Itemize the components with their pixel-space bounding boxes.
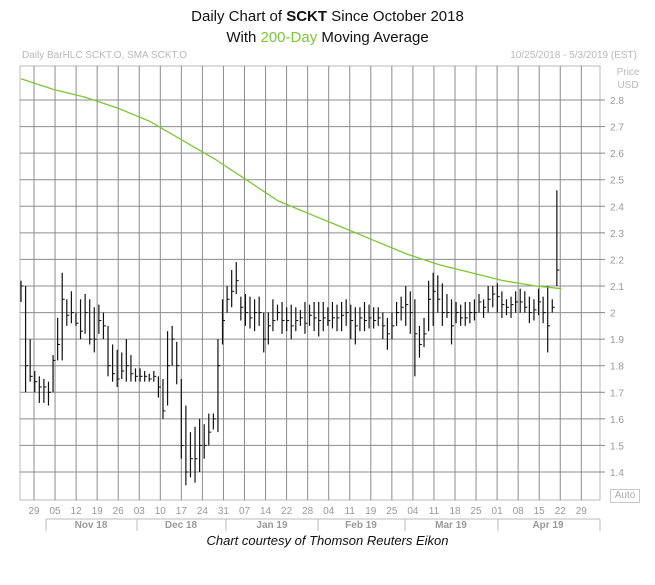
month-label: Jan 19 [256,520,288,531]
x-tick-label: 24 [197,506,209,517]
x-tick-label: 29 [576,506,588,517]
x-tick-label: 01 [492,506,504,517]
plot-frame [19,65,601,501]
y-tick-label: 1.8 [610,362,624,373]
y-tick-label: 2 [610,309,616,320]
y-tick-label: 1.6 [610,415,624,426]
y-tick-label: 2.6 [610,149,624,160]
subtitle-suffix: Moving Average [317,29,429,46]
title-ticker: SCKT [286,8,328,25]
sma-200-line [20,78,562,290]
month-label: Feb 19 [345,520,377,531]
x-tick-label: 25 [470,506,482,517]
x-tick-label: 11 [429,506,440,517]
x-tick-label: 07 [239,506,251,517]
y-tick-label: 1.5 [610,441,624,452]
title-prefix: Daily Chart of [191,8,287,25]
x-tick-label: 05 [49,506,61,517]
y-tick-label: 1.7 [610,388,624,399]
x-tick-label: 10 [155,506,167,517]
auto-scale-button[interactable]: Auto [610,489,640,503]
title-suffix: Since October 2018 [327,8,464,25]
y-tick-label: 2.5 [610,176,624,187]
x-tick-label: 28 [302,506,314,517]
x-tick-label: 03 [134,506,146,517]
x-tick-label: 04 [407,506,419,517]
x-tick-label: 11 [345,506,356,517]
chart-credit: Chart courtesy of Thomson Reuters Eikon [206,533,449,548]
x-tick-label: 29 [28,506,40,517]
x-tick-label: 18 [449,506,461,517]
chart-info-right: 10/25/2018 - 5/3/2019 (EST) [510,50,637,61]
y-tick-label: 2.8 [610,96,624,107]
y-tick-label: 2.1 [610,282,624,293]
y-tick-label: 2.7 [610,123,624,134]
x-tick-label: 19 [92,506,104,517]
y-tick-label: 1.4 [610,468,624,479]
chart-title-line-1: Daily Chart of SCKT Since October 2018 [0,8,655,25]
chart-title-line-2: With 200-Day Moving Average [0,29,655,46]
currency-axis-label: USD [617,80,639,91]
x-tick-label: 22 [281,506,293,517]
subtitle-prefix: With [226,29,261,46]
y-tick-label: 1.9 [610,335,624,346]
x-tick-label: 31 [218,506,230,517]
x-tick-label: 12 [71,506,83,517]
month-label: Apr 19 [532,520,564,531]
month-label: Nov 18 [75,520,108,531]
price-axis-label: Price [616,67,640,78]
x-tick-label: 26 [113,506,125,517]
x-tick-label: 17 [176,506,188,517]
x-tick-label: 25 [386,506,398,517]
x-tick-label: 22 [555,506,567,517]
y-tick-label: 2.3 [610,229,624,240]
x-tick-label: 19 [365,506,377,517]
month-label: Mar 19 [435,520,467,531]
x-tick-label: 15 [534,506,546,517]
y-tick-label: 2.2 [610,255,624,266]
x-tick-label: 04 [323,506,335,517]
x-tick-label: 08 [513,506,525,517]
y-tick-label: 2.4 [610,202,624,213]
month-label: Dec 18 [165,520,198,531]
chart-info-left: Daily BarHLC SCKT.O, SMA SCKT.O [22,50,188,61]
subtitle-sma-label: 200-Day [260,29,318,46]
x-tick-label: 14 [260,506,272,517]
